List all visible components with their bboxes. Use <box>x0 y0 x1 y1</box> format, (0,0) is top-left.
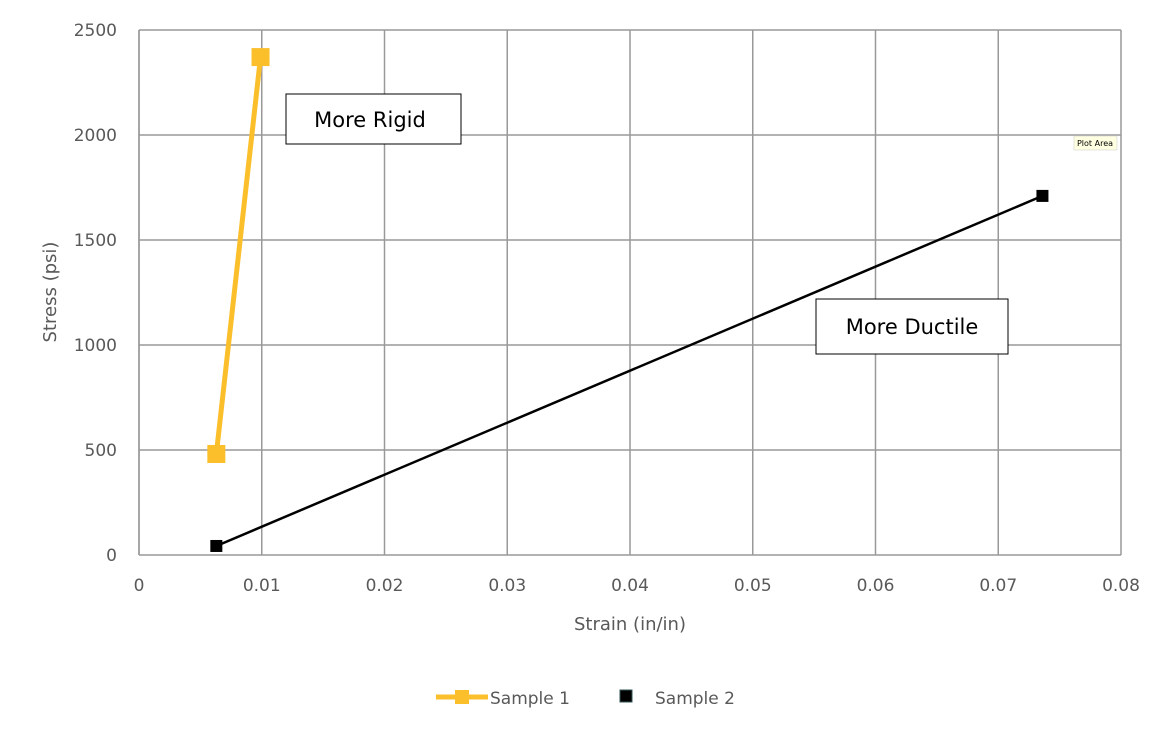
y-tick-label: 0 <box>106 546 117 566</box>
data-point-sample-1[interactable] <box>251 48 270 67</box>
x-tick-label: 0 <box>134 576 145 596</box>
x-tick-label: 0.08 <box>1102 576 1140 596</box>
data-point-sample-2[interactable] <box>210 539 223 552</box>
annotation-more-rigid[interactable]: More Rigid <box>285 93 462 145</box>
legend-item-sample-1[interactable]: Sample 1 <box>436 689 570 709</box>
grid <box>138 29 1122 556</box>
tooltip-text: Plot Area <box>1077 139 1113 148</box>
y-tick-label: 500 <box>85 441 117 461</box>
x-tick-label: 0.04 <box>611 576 649 596</box>
legend: Sample 1 Sample 2 <box>436 689 735 709</box>
x-axis-label: Strain (in/in) <box>574 614 686 635</box>
x-tick-label: 0.06 <box>857 576 895 596</box>
x-tick-label: 0.05 <box>734 576 772 596</box>
x-tick-label: 0.01 <box>243 576 281 596</box>
legend-marker-sample-1 <box>455 690 469 704</box>
series-line-2 <box>215 194 1043 548</box>
y-axis-label: Stress (psi) <box>40 242 61 343</box>
series-line-1 <box>213 56 264 455</box>
y-tick-label: 1000 <box>74 336 117 356</box>
legend-item-sample-2[interactable]: Sample 2 <box>619 689 735 709</box>
data-point-sample-1[interactable] <box>207 444 226 463</box>
x-tick-label: 0.07 <box>979 576 1017 596</box>
plot-area-tooltip: Plot Area <box>1073 135 1118 151</box>
y-tick-label: 2500 <box>74 21 117 41</box>
y-tick-label: 1500 <box>74 231 117 251</box>
legend-label-sample-1: Sample 1 <box>490 689 570 709</box>
annotation-text: More Ductile <box>846 315 979 339</box>
x-tick-label: 0.02 <box>366 576 404 596</box>
legend-label-sample-2: Sample 2 <box>655 689 735 709</box>
data-point-sample-2[interactable] <box>1036 189 1049 202</box>
y-tick-label: 2000 <box>74 126 117 146</box>
legend-marker-sample-2 <box>619 689 633 703</box>
x-tick-label: 0.03 <box>488 576 526 596</box>
annotation-text: More Rigid <box>314 108 426 132</box>
annotation-more-ductile[interactable]: More Ductile <box>815 298 1009 355</box>
tick-labels: 0 0.01 0.02 0.03 0.04 0.05 0.06 0.07 0.08 0 500 100… <box>74 21 1140 596</box>
series-layer <box>207 48 1049 552</box>
